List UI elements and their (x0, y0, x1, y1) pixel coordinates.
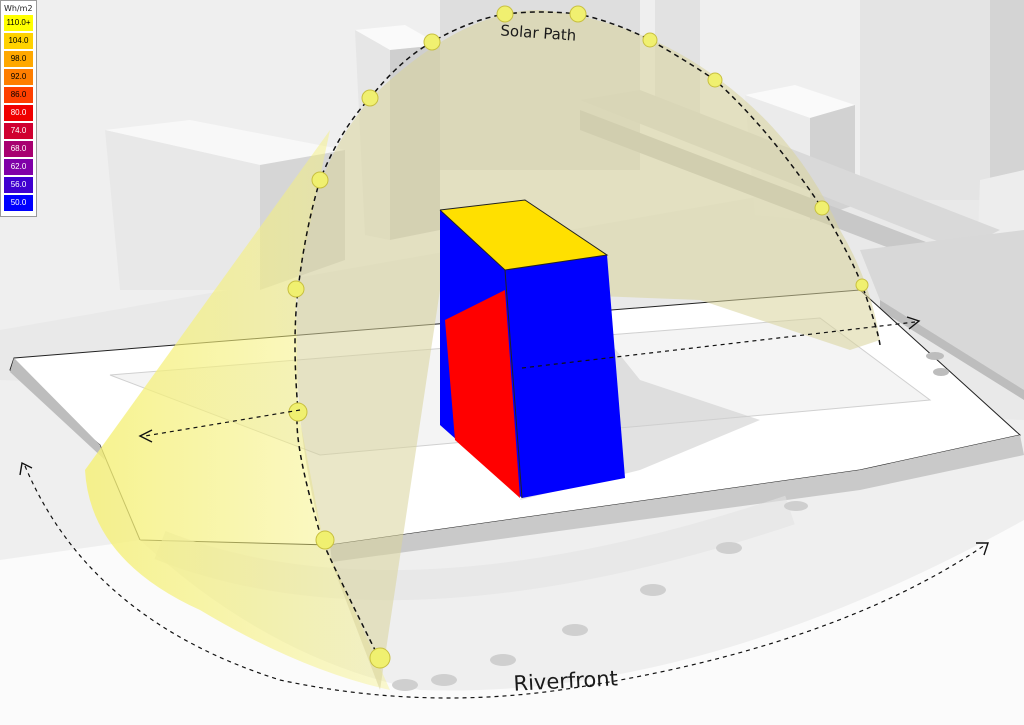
legend-entry: 86.0 (4, 87, 33, 103)
solar-sweep-area (85, 130, 390, 690)
legend-panel: Wh/m2 110.0+ 104.0 98.0 92.0 86.0 80.0 74.0 68.… (0, 0, 37, 217)
sun-position-marker (569, 5, 587, 23)
sun-position-marker (311, 171, 329, 189)
sun-position-marker (642, 32, 658, 48)
legend-entry: 56.0 (4, 177, 33, 193)
sun-position-marker (369, 647, 391, 669)
legend-entry: 80.0 (4, 105, 33, 121)
solar-dome (296, 10, 880, 690)
sun-position-marker (423, 33, 441, 51)
sun-position-marker (814, 200, 830, 216)
west-face-hot (445, 290, 520, 498)
sun-position-marker (707, 72, 723, 88)
legend-entry: 110.0+ (4, 15, 33, 31)
legend-entry: 50.0 (4, 195, 33, 211)
sun-position-marker (496, 5, 514, 23)
legend-entry: 98.0 (4, 51, 33, 67)
legend-entry: 68.0 (4, 141, 33, 157)
sun-direction-arrows (24, 321, 986, 699)
sun-position-marker (315, 530, 335, 550)
arrow-heads (19, 316, 989, 556)
solar-path-label: Solar Path (500, 21, 577, 44)
south-face (505, 255, 625, 498)
roof-face (440, 200, 607, 270)
sun-position-marker (287, 280, 305, 298)
legend-entry: 62.0 (4, 159, 33, 175)
legend-unit: Wh/m2 (4, 4, 33, 13)
riverfront-label: Riverfront (513, 666, 618, 695)
analyzed-building (439, 199, 625, 499)
legend-entry: 74.0 (4, 123, 33, 139)
sun-position-marker (361, 89, 379, 107)
sun-markers (287, 5, 869, 669)
legend-entry: 104.0 (4, 33, 33, 49)
legend-entry: 92.0 (4, 69, 33, 85)
sun-position-marker (855, 278, 869, 292)
